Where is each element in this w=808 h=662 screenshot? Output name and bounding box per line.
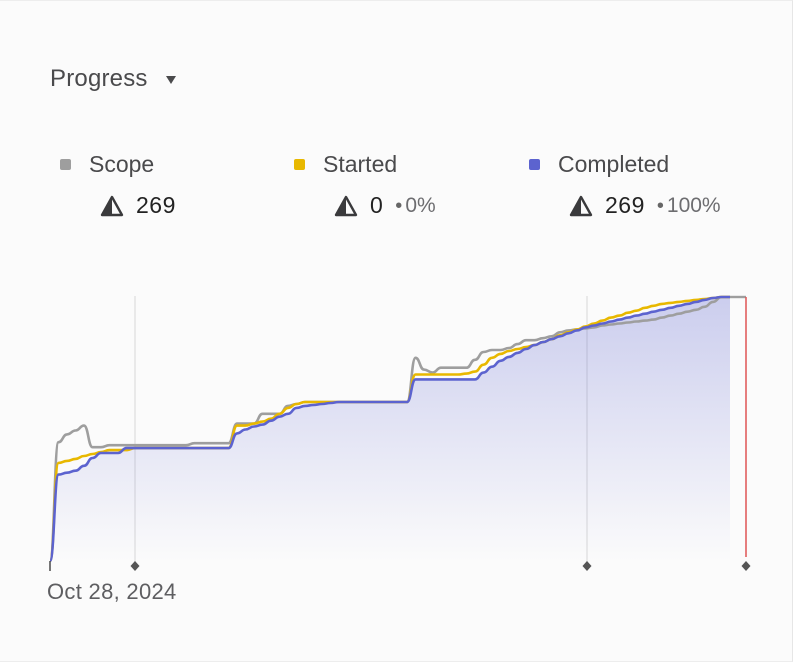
legend-count: 0 (370, 192, 384, 218)
progress-chart (48, 295, 751, 571)
milestone-diamond-icon[interactable] (582, 561, 592, 571)
scope-swatch (60, 159, 71, 170)
legend-item-scope[interactable]: Scope 269 (60, 151, 176, 219)
legend-percent: • 0% (395, 193, 436, 217)
milestone-diamond-icon[interactable] (130, 561, 140, 571)
legend-name: Scope (89, 151, 155, 177)
started-swatch (294, 159, 305, 170)
estimate-icon (569, 195, 593, 216)
progress-title: Progress (50, 65, 148, 92)
legend-count: 269 (136, 192, 176, 218)
completed-swatch (529, 159, 540, 170)
today-marker-icon[interactable] (741, 561, 751, 571)
estimate-icon (100, 195, 124, 216)
progress-dropdown[interactable]: Progress (50, 65, 176, 93)
legend-percent: • 100% (656, 193, 721, 217)
legend-item-completed[interactable]: Completed 269 • 100% (529, 151, 721, 219)
caret-down-icon (165, 76, 176, 84)
legend-item-started[interactable]: Started 0 • 0% (294, 151, 436, 219)
estimate-icon (334, 195, 358, 216)
series-line-completed (48, 295, 730, 563)
x-start-label: Oct 28, 2024 (47, 579, 177, 604)
legend-count: 269 (605, 192, 645, 218)
legend-name: Completed (558, 151, 670, 177)
completed-area (50, 297, 730, 561)
legend-name: Started (323, 151, 398, 177)
